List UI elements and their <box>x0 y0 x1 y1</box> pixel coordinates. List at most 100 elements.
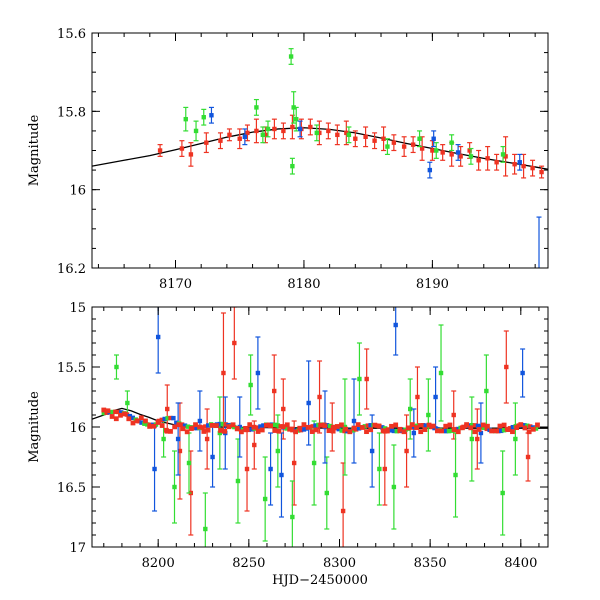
bottom-blue-data-point <box>306 360 312 446</box>
top-green-marker <box>260 132 266 138</box>
bottom-green-marker <box>324 490 329 496</box>
top-red-data-point <box>440 144 446 161</box>
top-green-data-point <box>291 91 297 124</box>
bottom-baseline-marker <box>505 427 511 432</box>
top-red-marker <box>530 165 535 171</box>
bottom-baseline-marker <box>206 423 211 428</box>
bottom-baseline-marker <box>139 420 144 425</box>
bottom-green-marker <box>125 400 130 406</box>
bottom-red-marker <box>252 442 257 448</box>
bottom-green-data-point <box>512 402 518 476</box>
top-red-marker <box>410 142 416 147</box>
bottom-baseline-marker <box>165 416 170 421</box>
bottom-baseline-marker <box>310 424 315 429</box>
bottom-baseline-marker <box>118 410 124 415</box>
bottom-baseline-marker <box>126 416 132 422</box>
top-y-tick-label: 15.6 <box>57 27 86 42</box>
bottom-baseline-marker <box>359 425 365 430</box>
top-x-tick-label: 8170 <box>159 277 192 292</box>
bottom-green-data-point <box>356 342 362 416</box>
top-red-data-point <box>458 145 464 167</box>
bottom-baseline-marker <box>184 429 190 435</box>
top-red-data-point <box>253 118 259 144</box>
bottom-x-tick-label: 8350 <box>414 556 447 571</box>
bottom-green-marker <box>357 376 362 382</box>
bottom-baseline-marker <box>176 422 182 428</box>
top-blue-data-point <box>431 130 437 148</box>
bottom-green-marker <box>275 448 281 454</box>
bottom-baseline-marker <box>480 422 486 428</box>
bottom-baseline-marker <box>388 428 394 433</box>
bottom-baseline-marker <box>384 428 390 434</box>
bottom-green-marker <box>203 526 208 532</box>
top-y-tick-label: 16.2 <box>57 262 86 277</box>
bottom-baseline-marker <box>535 422 540 428</box>
top-blue-data-point <box>517 153 523 171</box>
bottom-blue-marker <box>433 394 438 400</box>
bottom-baseline-marker <box>194 425 199 431</box>
top-red-marker <box>476 158 481 163</box>
top-red-marker <box>372 138 377 143</box>
top-red-data-point <box>391 134 397 152</box>
bottom-baseline-marker <box>168 415 173 421</box>
top-blue-marker <box>427 167 433 173</box>
bottom-baseline-marker <box>476 427 482 432</box>
bottom-green-data-point <box>171 450 177 524</box>
bottom-red-marker <box>221 370 226 376</box>
bottom-blue-data-point <box>197 390 203 452</box>
bottom-baseline-marker <box>305 424 311 430</box>
top-green-marker <box>294 116 299 122</box>
bottom-red-marker <box>291 460 297 466</box>
bottom-baseline-marker <box>394 428 399 434</box>
bottom-baseline-marker <box>339 422 344 428</box>
bottom-y-tick-label: 15 <box>69 301 86 316</box>
bottom-y-tick-label: 15.5 <box>57 361 86 376</box>
bottom-x-tick-label: 8250 <box>232 556 265 571</box>
bottom-green-marker <box>114 364 119 370</box>
bottom-blue-data-point <box>520 348 526 398</box>
bottom-baseline-marker <box>289 426 294 432</box>
bottom-baseline-marker <box>163 427 169 433</box>
bottom-green-data-point <box>217 396 223 470</box>
top-green-marker <box>201 115 206 120</box>
bottom-baseline-marker <box>326 428 332 434</box>
top-blue-data-point <box>455 144 461 161</box>
bottom-blue-marker <box>197 418 203 424</box>
bottom-baseline-marker <box>339 428 344 433</box>
top-red-marker <box>539 169 544 175</box>
bottom-baseline-marker <box>496 428 501 434</box>
bottom-red-marker <box>244 466 250 472</box>
top-green-marker <box>346 132 352 138</box>
top-red-data-point <box>410 136 416 154</box>
bottom-blue-marker <box>411 430 417 436</box>
bottom-baseline-marker <box>130 420 136 426</box>
bottom-baseline-marker <box>247 422 253 428</box>
bottom-red-marker <box>272 388 277 394</box>
top-red-marker <box>485 156 490 161</box>
bottom-red-marker <box>475 436 480 442</box>
top-green-data-point <box>288 48 294 65</box>
bottom-red-data-point <box>204 408 210 470</box>
bottom-green-marker <box>161 436 166 442</box>
bottom-baseline-marker <box>472 423 478 428</box>
top-red-data-point <box>307 118 313 136</box>
top-red-marker <box>335 132 340 138</box>
bottom-baseline-marker <box>347 429 353 435</box>
bottom-baseline-marker <box>272 428 278 433</box>
top-red-data-point <box>343 120 349 146</box>
bottom-baseline-marker <box>423 423 428 428</box>
bottom-baseline-marker <box>118 412 123 418</box>
top-red-data-point <box>237 128 243 150</box>
bottom-baseline-marker <box>356 426 362 431</box>
bottom-baseline-marker <box>530 426 536 432</box>
bottom-blue-marker <box>152 466 157 472</box>
top-green-marker <box>434 148 439 153</box>
bottom-red-marker <box>451 412 456 418</box>
bottom-baseline-marker <box>330 428 336 434</box>
bottom-baseline-marker <box>401 429 407 435</box>
bottom-green-marker <box>408 406 413 412</box>
bottom-blue-marker <box>155 334 161 340</box>
bottom-baseline-marker <box>218 427 223 433</box>
bottom-baseline-marker <box>255 425 260 430</box>
top-red-marker <box>290 124 295 130</box>
